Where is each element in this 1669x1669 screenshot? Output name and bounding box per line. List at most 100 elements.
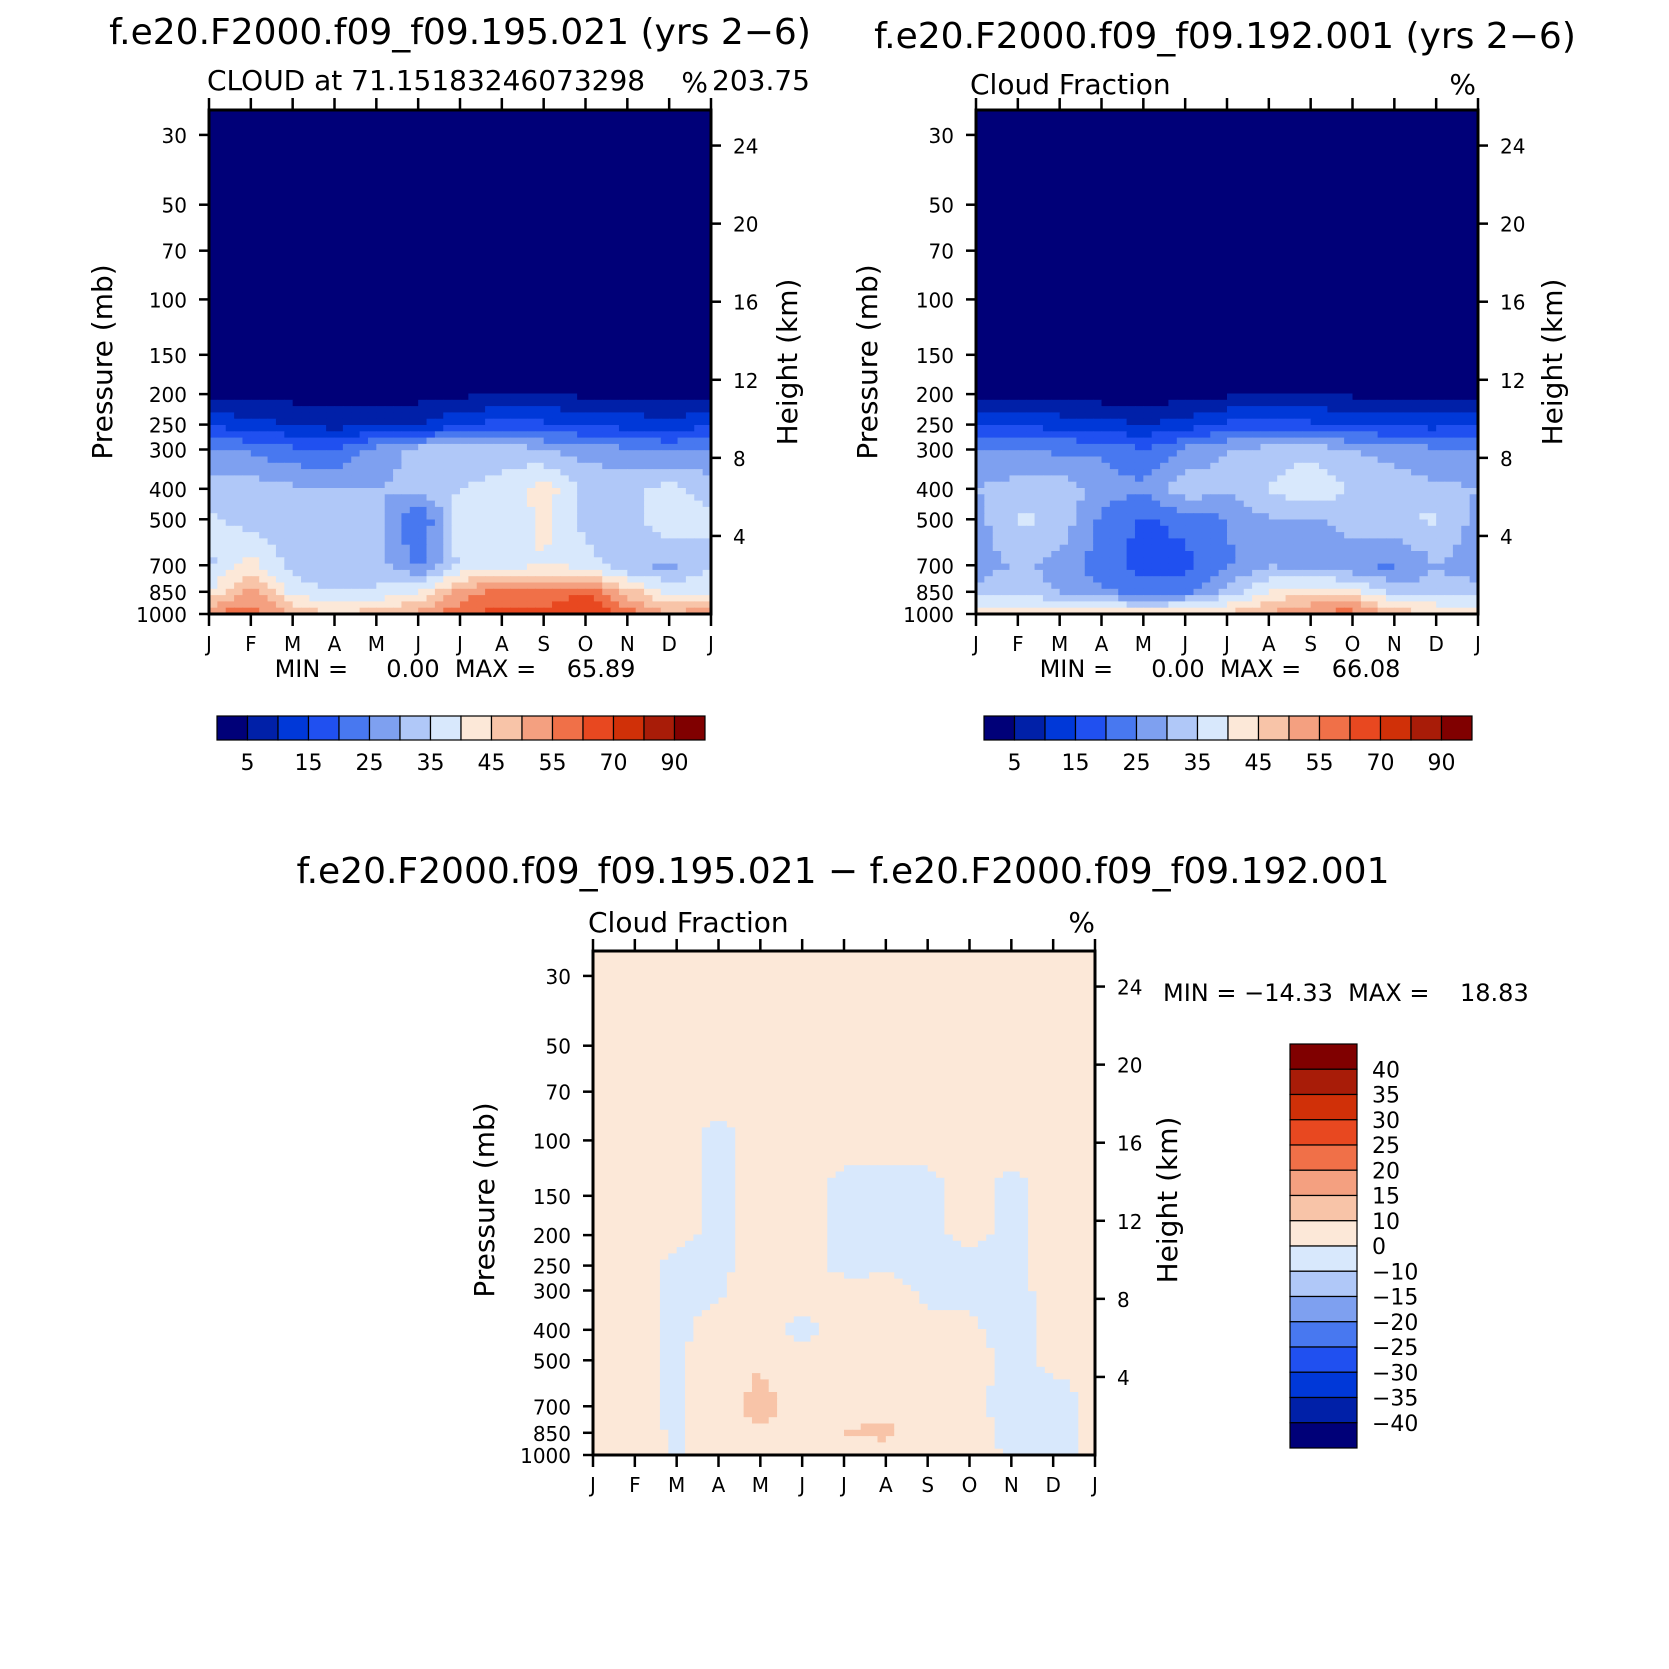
contour-cell: [250, 198, 260, 206]
panel1-stats: MIN = 0.00 MAX = 65.89: [275, 655, 636, 683]
contour-cell: [535, 261, 545, 269]
contour-cell: [510, 576, 520, 584]
contour-cell: [242, 595, 252, 602]
contour-cell: [526, 122, 536, 130]
contour-cell: [367, 456, 377, 464]
contour-cell: [359, 588, 369, 596]
contour-cell: [418, 431, 428, 439]
contour-cell: [384, 569, 394, 577]
contour-cell: [267, 525, 277, 533]
contour-cell: [476, 154, 486, 161]
contour-cell: [418, 607, 428, 615]
colorbar-box: [551, 715, 584, 741]
contour-cell: [493, 513, 503, 521]
contour-cell: [367, 179, 377, 187]
contour-cell: [409, 185, 419, 193]
contour-cell: [292, 141, 302, 149]
contour-cell: [543, 311, 553, 319]
contour-cell: [234, 399, 244, 407]
contour-cell: [426, 292, 436, 300]
contour-cell: [326, 317, 336, 325]
y-tick-label: 700: [149, 554, 187, 578]
contour-cell: [434, 532, 444, 539]
contour-cell: [493, 229, 503, 237]
contour-cell: [393, 582, 403, 590]
contour-cell: [250, 513, 260, 521]
contour-cell: [401, 204, 411, 212]
contour-cell: [234, 280, 244, 287]
contour-cell: [635, 191, 645, 199]
contour-cell: [376, 198, 386, 206]
contour-cell: [627, 437, 637, 445]
contour-cell: [367, 525, 377, 533]
contour-cell: [476, 292, 486, 300]
contour-cell: [568, 525, 578, 533]
contour-cell: [526, 110, 536, 117]
contour-cell: [669, 443, 679, 451]
contour-cell: [635, 160, 645, 168]
contour-cell: [393, 569, 403, 577]
contour-cell: [393, 299, 403, 306]
contour-cell: [292, 494, 302, 502]
contour-cell: [585, 349, 595, 357]
contour-cell: [677, 412, 687, 420]
contour-cell: [552, 475, 561, 483]
contour-cell: [669, 223, 679, 231]
contour-cell: [326, 286, 336, 294]
contour-cell: [694, 431, 704, 439]
contour-cell: [234, 519, 244, 527]
contour-cell: [426, 488, 436, 495]
contour-cell: [309, 173, 319, 180]
contour-cell: [535, 173, 545, 180]
contour-cell: [351, 198, 361, 206]
contour-cell: [669, 506, 679, 514]
contour-cell: [526, 481, 536, 489]
contour-cell: [267, 179, 277, 187]
contour-cell: [259, 191, 269, 199]
contour-cell: [635, 254, 645, 262]
contour-cell: [476, 273, 486, 281]
contour-cell: [384, 443, 394, 451]
contour-cell: [209, 110, 218, 117]
contour-cell: [644, 242, 654, 250]
contour-cell: [401, 488, 411, 495]
contour-cell: [426, 242, 436, 250]
contour-cell: [267, 374, 277, 382]
contour-cell: [543, 305, 553, 313]
contour-cell: [309, 154, 319, 161]
contour-cell: [518, 267, 528, 275]
contour-cell: [284, 582, 294, 590]
contour-cell: [275, 412, 285, 420]
contour-cell: [602, 173, 612, 180]
contour-cell: [593, 576, 603, 584]
contour-cell: [560, 317, 570, 325]
contour-cell: [317, 261, 327, 269]
contour-cell: [217, 204, 227, 212]
contour-cell: [526, 588, 536, 596]
contour-cell: [359, 248, 369, 256]
contour-cell: [209, 185, 218, 193]
contour-cell: [518, 450, 528, 458]
contour-cell: [476, 242, 486, 250]
contour-cell: [510, 292, 520, 300]
contour-cell: [384, 185, 394, 193]
contour-cell: [510, 506, 520, 514]
colorbar-label: 55: [539, 751, 567, 776]
contour-cell: [376, 513, 386, 521]
contour-cell: [409, 191, 419, 199]
contour-cell: [409, 362, 419, 369]
contour-cell: [535, 160, 545, 168]
contour-cell: [367, 336, 377, 344]
contour-cell: [359, 437, 369, 445]
contour-cell: [476, 380, 486, 388]
contour-cell: [677, 425, 687, 432]
contour-cell: [585, 387, 595, 395]
contour-cell: [493, 437, 503, 445]
contour-cell: [510, 311, 520, 319]
contour-cell: [267, 324, 277, 332]
contour-cell: [526, 116, 536, 124]
contour-cell: [367, 198, 377, 206]
contour-cell: [443, 160, 453, 168]
contour-cell: [493, 198, 503, 206]
contour-cell: [685, 135, 695, 143]
